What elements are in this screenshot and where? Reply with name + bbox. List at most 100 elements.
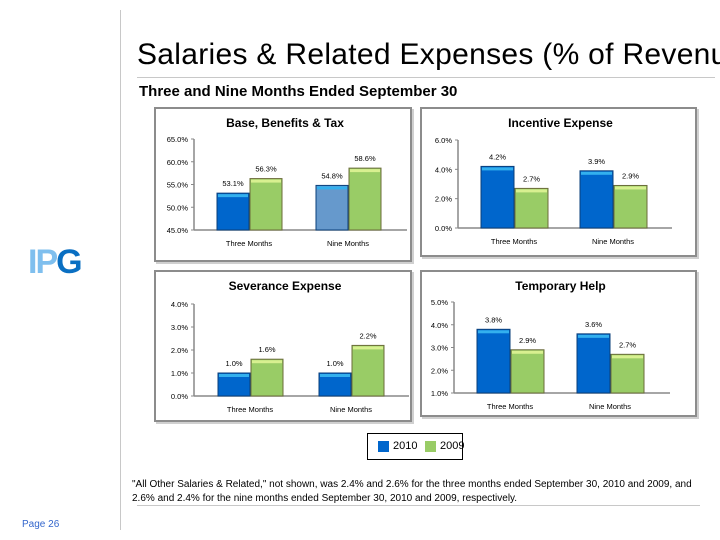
bar-2010-nine-months (576, 333, 611, 394)
x-category-label: Nine Months (330, 405, 372, 414)
y-tick-label: 4.0% (171, 300, 188, 309)
y-tick-label: 0.0% (435, 224, 452, 233)
y-tick-label: 65.0% (167, 135, 189, 144)
chart-svg: Incentive Expense 0.0% 2.0% 4.0% 6.0% Three M… (435, 116, 672, 246)
legend-swatch-2010 (378, 441, 389, 452)
chart-svg: Base, Benefits & Tax 45.0% 50.0% 55.0% 60.0%… (167, 116, 407, 248)
x-category-label: Three Months (487, 402, 534, 411)
bar-2009-three-months (510, 349, 545, 394)
data-label: 2.7% (619, 340, 636, 349)
data-label: 3.8% (485, 315, 502, 324)
chart-temporary-help: Temporary Help 1.0% 2.0% 3.0% 4.0% 5.0% Three … (420, 270, 697, 417)
bar-highlight (219, 374, 249, 377)
legend-label-2009: 2009 (440, 440, 465, 452)
bar-highlight (317, 186, 347, 190)
y-tick-label: 50.0% (167, 203, 189, 212)
bar-2009-three-months (514, 187, 549, 229)
legend-label-2010: 2010 (393, 440, 418, 452)
y-tick-label: 60.0% (167, 158, 189, 167)
y-tick-label: 2.0% (435, 195, 452, 204)
chart-title: Incentive Expense (508, 116, 613, 130)
bar-2010-nine-months (579, 170, 614, 229)
data-label: 53.1% (222, 179, 244, 188)
data-label: 56.3% (255, 165, 277, 174)
y-tick-label: 6.0% (435, 136, 452, 145)
data-label: 3.9% (588, 157, 605, 166)
chart-severance-expense: Severance Expense 0.0% 1.0% 2.0% 3.0% 4.0% Thr… (154, 270, 412, 422)
bar-highlight (252, 360, 282, 364)
y-tick-label: 3.0% (431, 344, 448, 353)
chart-incentive-expense: Incentive Expense 0.0% 2.0% 4.0% 6.0% Three M… (420, 107, 697, 257)
y-tick-label: 2.0% (431, 366, 448, 375)
title-divider (137, 77, 715, 78)
bar-highlight (578, 334, 609, 338)
data-label: 2.9% (622, 171, 639, 180)
y-tick-label: 4.0% (431, 321, 448, 330)
data-label: 54.8% (321, 171, 343, 180)
bar-highlight (512, 350, 543, 354)
x-category-label: Nine Months (589, 402, 631, 411)
bar-highlight (516, 189, 547, 193)
slide-subtitle: Three and Nine Months Ended September 30 (139, 83, 458, 100)
bar-2009-nine-months (613, 184, 648, 229)
footnote: "All Other Salaries & Related," not show… (132, 479, 692, 504)
bar-highlight (612, 355, 643, 359)
bar-highlight (615, 186, 646, 190)
page-number: Page 26 (22, 519, 60, 530)
y-tick-label: 4.0% (435, 165, 452, 174)
chart-base-benefits-tax: Base, Benefits & Tax 45.0% 50.0% 55.0% 60.0%… (154, 107, 412, 262)
bar-highlight (320, 374, 350, 377)
x-category-label: Three Months (491, 237, 538, 246)
legend: 2010 2009 (367, 433, 465, 460)
bar-highlight (350, 169, 380, 173)
chart-title: Severance Expense (229, 279, 342, 293)
data-label: 2.7% (523, 174, 540, 183)
x-category-label: Nine Months (592, 237, 634, 246)
chart-title: Base, Benefits & Tax (226, 116, 344, 130)
chart-svg: Temporary Help 1.0% 2.0% 3.0% 4.0% 5.0% Three … (431, 279, 670, 411)
bar-2009-three-months (250, 358, 284, 397)
data-label: 4.2% (489, 152, 506, 161)
x-category-label: Three Months (226, 239, 273, 248)
bar-2010-nine-months (315, 184, 349, 231)
legend-swatch-2009 (425, 441, 436, 452)
data-label: 1.6% (258, 345, 275, 354)
chart-title: Temporary Help (515, 279, 605, 293)
bar-highlight (478, 330, 509, 334)
data-label: 1.0% (225, 359, 242, 368)
bar-highlight (218, 194, 248, 198)
y-tick-label: 2.0% (171, 346, 188, 355)
y-tick-label: 0.0% (171, 392, 188, 401)
y-tick-label: 45.0% (167, 226, 189, 235)
y-tick-label: 1.0% (171, 369, 188, 378)
bar-2010-three-months (217, 372, 251, 397)
data-label: 2.2% (359, 331, 376, 340)
bar-2010-three-months (216, 192, 250, 231)
y-tick-label: 3.0% (171, 323, 188, 332)
slide-title: Salaries & Related Expenses (% of Revenu… (137, 38, 720, 71)
data-label: 2.9% (519, 336, 536, 345)
chart-svg: Severance Expense 0.0% 1.0% 2.0% 3.0% 4.0% Thr… (171, 279, 409, 414)
bar-2009-three-months (249, 178, 283, 231)
bar-2009-nine-months (351, 344, 385, 397)
footer-divider (137, 505, 700, 506)
data-label: 1.0% (326, 359, 343, 368)
ipg-logo: IPG (28, 243, 83, 281)
y-tick-label: 5.0% (431, 298, 448, 307)
x-category-label: Nine Months (327, 239, 369, 248)
bar-2009-nine-months (610, 353, 645, 394)
bar-highlight (482, 167, 513, 171)
bar-2010-three-months (480, 165, 515, 229)
bar-2010-three-months (476, 328, 511, 394)
x-category-label: Three Months (227, 405, 274, 414)
data-label: 58.6% (354, 154, 376, 163)
vertical-divider (120, 10, 121, 530)
bar-highlight (251, 179, 281, 183)
y-tick-label: 1.0% (431, 389, 448, 398)
bar-highlight (353, 346, 383, 350)
bar-2010-nine-months (318, 372, 352, 397)
data-label: 3.6% (585, 320, 602, 329)
bar-highlight (581, 171, 612, 175)
y-tick-label: 55.0% (167, 181, 189, 190)
bar-2009-nine-months (348, 167, 382, 231)
